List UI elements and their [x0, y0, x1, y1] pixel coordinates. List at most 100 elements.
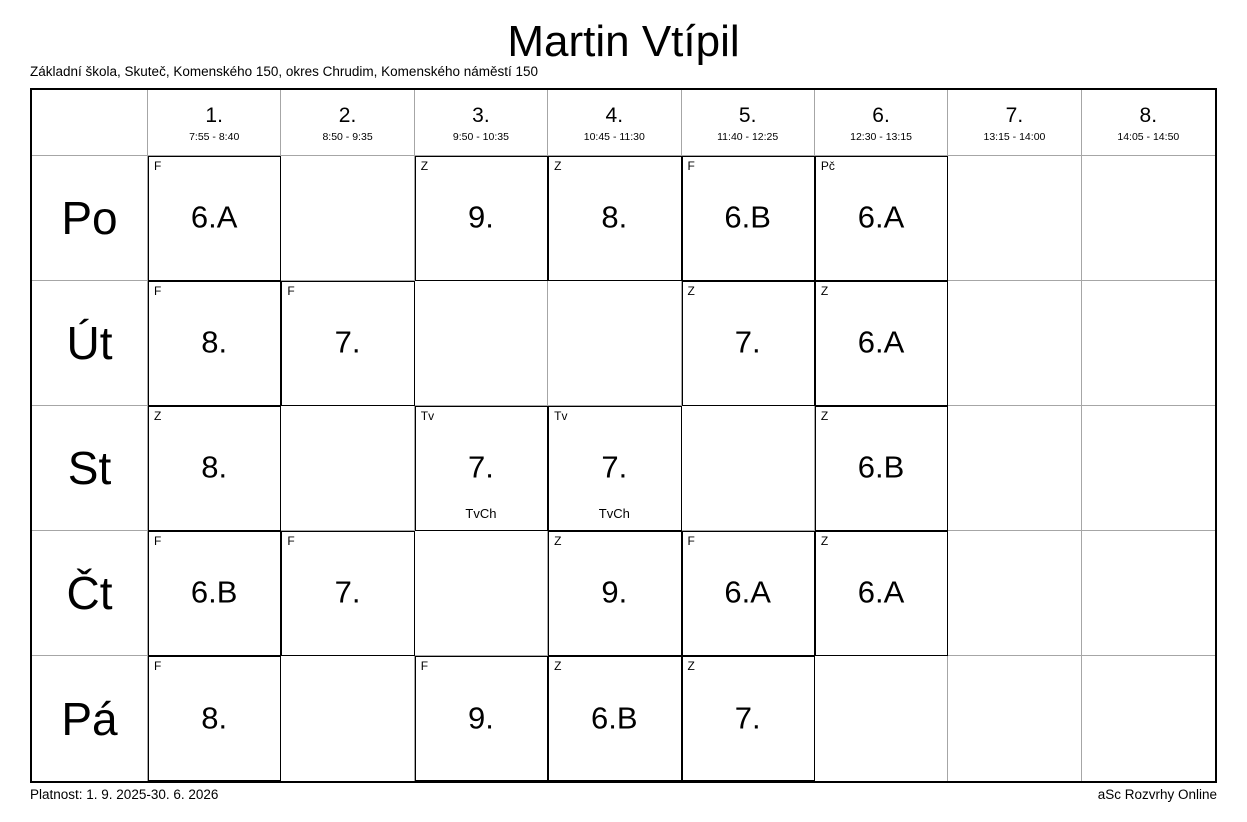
empty-cell: [948, 281, 1082, 406]
subject-code: Z: [820, 534, 829, 548]
period-number: 7.: [1005, 103, 1024, 127]
period-number: 8.: [1139, 103, 1158, 127]
period-number: 1.: [205, 103, 223, 127]
class-name: 6.B: [591, 699, 638, 735]
day-label-3: St: [32, 406, 148, 531]
day-label-1: Po: [32, 156, 148, 281]
empty-cell: [281, 656, 415, 781]
school-name: Základní škola, Skuteč, Komenského 150, …: [30, 64, 539, 79]
group-label: TvCh: [465, 506, 497, 521]
day-label-2: Út: [32, 281, 148, 406]
empty-cell: [414, 281, 549, 406]
page-title: Martin Vtípil: [507, 17, 740, 66]
period-time: 10:45 - 11:30: [583, 130, 645, 143]
class-name: 6.B: [857, 449, 905, 485]
class-name: 7.: [334, 574, 361, 610]
subject-code: Z: [687, 284, 695, 298]
day-label-5: Pá: [32, 656, 148, 781]
lesson-cell: F 6.A: [148, 156, 282, 281]
class-name: 6.A: [857, 574, 905, 610]
empty-cell: [948, 156, 1082, 281]
empty-cell: [1081, 531, 1215, 656]
subject-code: F: [287, 284, 295, 298]
period-time: 14:05 - 14:50: [1117, 130, 1180, 143]
empty-cell: [948, 531, 1082, 656]
lesson-cell: F 7.: [281, 531, 415, 656]
subject-code: Z: [554, 534, 562, 548]
empty-cell: [281, 156, 415, 281]
class-name: 7.: [334, 324, 361, 360]
day-label-4: Čt: [32, 531, 148, 656]
subject-code: F: [687, 159, 695, 173]
lesson-cell: Z 6.A: [814, 531, 949, 656]
class-name: 6.A: [857, 324, 905, 360]
lesson-cell: Tv 7. TvCh: [548, 406, 682, 531]
class-name: 8.: [601, 199, 628, 235]
lesson-cell: Z 7.: [681, 656, 815, 781]
class-name: 8.: [201, 449, 228, 485]
subject-code: F: [287, 534, 295, 548]
period-time: 11:40 - 12:25: [717, 130, 779, 143]
period-time: 12:30 - 13:15: [850, 130, 912, 143]
period-time: 7:55 - 8:40: [189, 130, 240, 143]
subject-code: Z: [554, 159, 562, 173]
period-number: 4.: [605, 103, 624, 127]
lesson-cell: Z 7.: [681, 281, 815, 406]
subject-code: Z: [820, 409, 829, 423]
period-header-1: 1. 7:55 - 8:40: [148, 90, 282, 156]
lesson-cell: Z 6.A: [814, 281, 949, 406]
empty-cell: [548, 281, 682, 406]
subject-code: F: [687, 534, 695, 548]
empty-cell: [1081, 656, 1215, 781]
subject-code: F: [154, 284, 162, 298]
lesson-cell: Pč 6.A: [814, 156, 949, 281]
subject-code: Z: [554, 659, 562, 673]
lesson-cell: Z 9.: [414, 156, 549, 281]
empty-cell: [1081, 281, 1215, 406]
period-header-6: 6. 12:30 - 13:15: [814, 90, 949, 156]
lesson-cell: Tv 7. TvCh: [414, 406, 549, 531]
subject-code: Z: [420, 159, 429, 173]
subject-code: Tv: [554, 409, 568, 423]
subject-code: Pč: [820, 159, 835, 173]
empty-cell: [281, 406, 415, 531]
period-number: 2.: [338, 103, 357, 127]
timetable-grid: 1. 7:55 - 8:40 2. 8:50 - 9:35 3. 9:50 - 10:35…: [30, 88, 1217, 783]
subject-code: Z: [687, 659, 695, 673]
lesson-cell: F 6.B: [681, 156, 815, 281]
period-header-3: 3. 9:50 - 10:35: [414, 90, 549, 156]
empty-cell: [948, 656, 1082, 781]
lesson-cell: Z 8.: [548, 156, 682, 281]
subject-code: F: [420, 659, 429, 673]
class-name: 7.: [734, 699, 761, 735]
validity-text: Platnost: 1. 9. 2025-30. 6. 2026: [30, 787, 219, 802]
class-name: 6.A: [190, 199, 238, 235]
class-name: 8.: [201, 324, 228, 360]
subject-code: Z: [154, 409, 162, 423]
empty-cell: [681, 406, 815, 531]
class-name: 9.: [601, 574, 628, 610]
period-time: 8:50 - 9:35: [322, 130, 373, 143]
class-name: 9.: [468, 699, 494, 735]
subject-code: F: [154, 159, 162, 173]
footer: Platnost: 1. 9. 2025-30. 6. 2026 aSc Roz…: [30, 787, 1217, 802]
empty-cell: [814, 656, 949, 781]
empty-cell: [1081, 406, 1215, 531]
period-header-8: 8. 14:05 - 14:50: [1081, 90, 1215, 156]
class-name: 8.: [201, 699, 228, 735]
period-number: 5.: [738, 103, 757, 127]
lesson-cell: F 9.: [414, 656, 549, 781]
period-header-4: 4. 10:45 - 11:30: [548, 90, 682, 156]
subject-code: F: [154, 534, 162, 548]
lesson-cell: F 8.: [148, 656, 282, 781]
empty-cell: [1081, 156, 1215, 281]
lesson-cell: F 6.B: [148, 531, 282, 656]
lesson-cell: F 7.: [281, 281, 415, 406]
class-name: 6.B: [724, 199, 771, 235]
lesson-cell: Z 9.: [548, 531, 682, 656]
lesson-cell: F 8.: [148, 281, 282, 406]
period-header-2: 2. 8:50 - 9:35: [281, 90, 415, 156]
brand-text: aSc Rozvrhy Online: [1097, 787, 1217, 802]
class-name: 6.B: [190, 574, 238, 610]
